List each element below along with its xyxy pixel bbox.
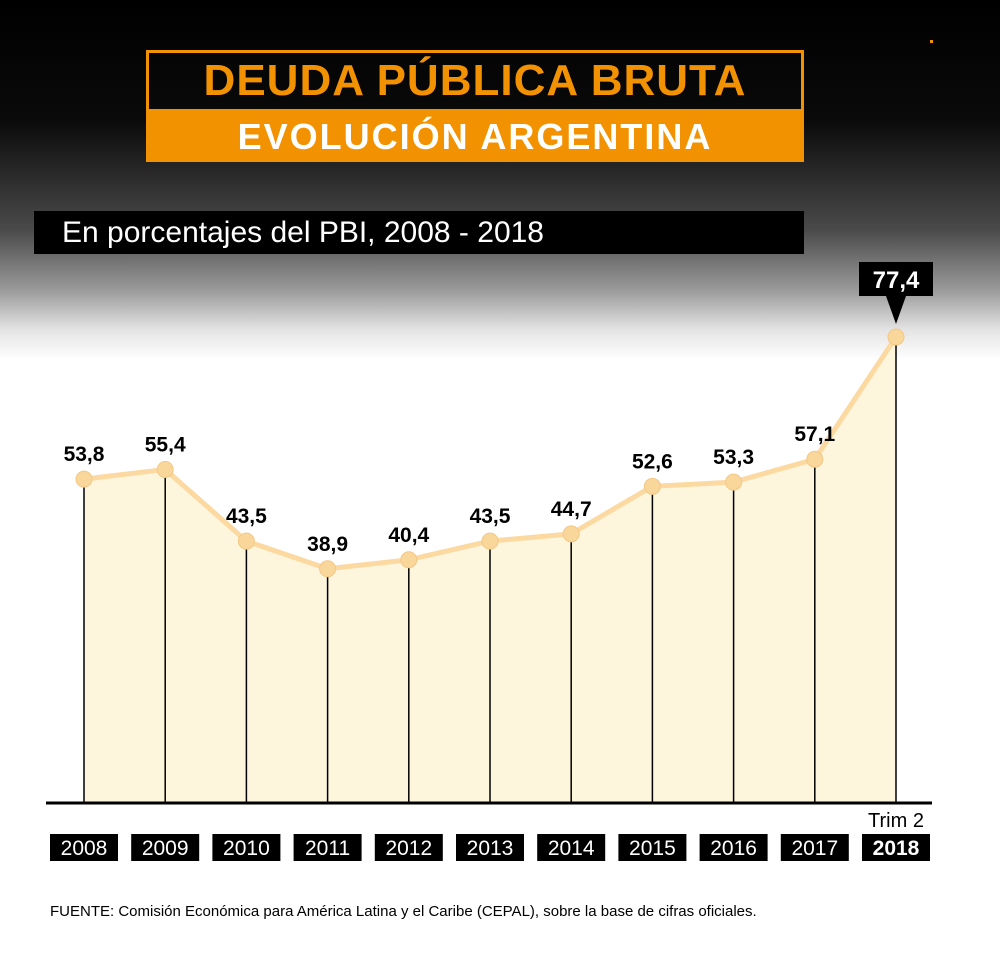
- x-tick-label-2010: 2010: [223, 837, 270, 860]
- data-label-2011: 38,9: [307, 533, 348, 556]
- point-2015: [643, 477, 661, 495]
- highlight-label-pointer: [886, 296, 906, 324]
- source-note: FUENTE: Comisión Económica para América …: [50, 903, 757, 920]
- point-2009: [156, 460, 174, 478]
- data-label-2018: 77,4: [873, 267, 920, 294]
- x-tick-label-2008: 2008: [61, 837, 108, 860]
- point-2008: [75, 470, 93, 488]
- point-2017: [806, 450, 824, 468]
- point-2014: [562, 525, 580, 543]
- x-tick-box-2017: [780, 834, 849, 861]
- data-label-2008: 53,8: [64, 443, 105, 466]
- x-tick-label-2015: 2015: [629, 837, 676, 860]
- x-tick-label-2013: 2013: [467, 837, 514, 860]
- highlight-label-box: [859, 262, 933, 296]
- last-period-note: Trim 2: [868, 810, 924, 832]
- data-label-2013: 43,5: [470, 505, 511, 528]
- x-tick-box-2008: [50, 834, 118, 861]
- x-tick-box-2012: [374, 834, 443, 861]
- x-tick-box-2014: [537, 834, 606, 861]
- x-tick-box-2009: [131, 834, 200, 861]
- x-tick-box-2010: [212, 834, 281, 861]
- data-label-2015: 52,6: [632, 450, 673, 473]
- point-2016: [725, 473, 743, 491]
- x-tick-box-2015: [618, 834, 687, 861]
- data-label-2014: 44,7: [551, 498, 592, 521]
- x-tick-label-2017: 2017: [791, 837, 838, 860]
- x-tick-label-2016: 2016: [710, 837, 757, 860]
- x-tick-label-2009: 2009: [142, 837, 189, 860]
- point-2012: [400, 551, 418, 569]
- point-2010: [237, 532, 255, 550]
- x-tick-label-2014: 2014: [548, 837, 595, 860]
- x-tick-box-2018: [862, 834, 930, 861]
- data-label-2016: 53,3: [713, 446, 754, 469]
- x-tick-box-2013: [456, 834, 524, 861]
- units-caption: En porcentajes del PBI, 2008 - 2018: [34, 211, 804, 254]
- x-tick-label-2012: 2012: [385, 837, 432, 860]
- data-label-2017: 57,1: [794, 423, 835, 446]
- data-label-2009: 55,4: [145, 433, 186, 456]
- x-tick-box-2011: [293, 834, 362, 861]
- data-label-2010: 43,5: [226, 505, 267, 528]
- x-tick-label-2011: 2011: [305, 837, 350, 860]
- point-2013: [481, 532, 499, 550]
- data-label-2012: 40,4: [388, 524, 429, 547]
- decorative-dot: [930, 40, 933, 43]
- chart-subtitle: EVOLUCIÓN ARGENTINA: [146, 112, 804, 162]
- point-2018: [887, 328, 905, 346]
- chart-title: DEUDA PÚBLICA BRUTA: [146, 50, 804, 112]
- x-tick-box-2016: [699, 834, 768, 861]
- point-2011: [319, 560, 337, 578]
- x-tick-label-2018: 2018: [873, 837, 920, 860]
